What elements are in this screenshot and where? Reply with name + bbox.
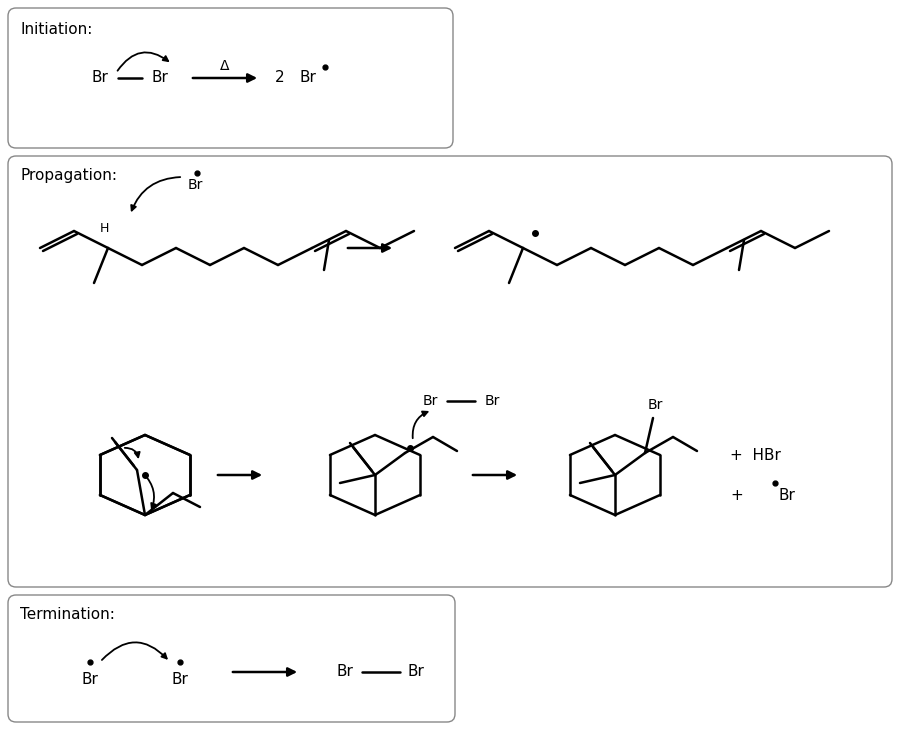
Text: Initiation:: Initiation: (20, 22, 92, 37)
Text: Br: Br (299, 71, 317, 85)
Text: H: H (99, 221, 108, 234)
Text: +  HBr: + HBr (730, 447, 781, 463)
Text: Termination:: Termination: (20, 607, 115, 622)
Text: Br: Br (648, 398, 663, 412)
FancyBboxPatch shape (8, 8, 453, 148)
Text: Br: Br (422, 394, 437, 408)
Text: Propagation:: Propagation: (20, 168, 117, 183)
Text: Br: Br (188, 178, 203, 192)
Text: Br: Br (92, 71, 108, 85)
FancyBboxPatch shape (8, 595, 455, 722)
Text: Br: Br (152, 71, 169, 85)
Text: Br: Br (484, 394, 500, 408)
Text: Δ: Δ (220, 59, 230, 73)
FancyBboxPatch shape (8, 156, 892, 587)
Text: Br: Br (778, 488, 795, 502)
Text: +: + (730, 488, 742, 502)
Text: Br: Br (171, 672, 189, 688)
Text: Br: Br (81, 672, 98, 688)
Text: Br: Br (408, 664, 425, 680)
Text: Br: Br (336, 664, 354, 680)
Text: 2: 2 (275, 71, 285, 85)
